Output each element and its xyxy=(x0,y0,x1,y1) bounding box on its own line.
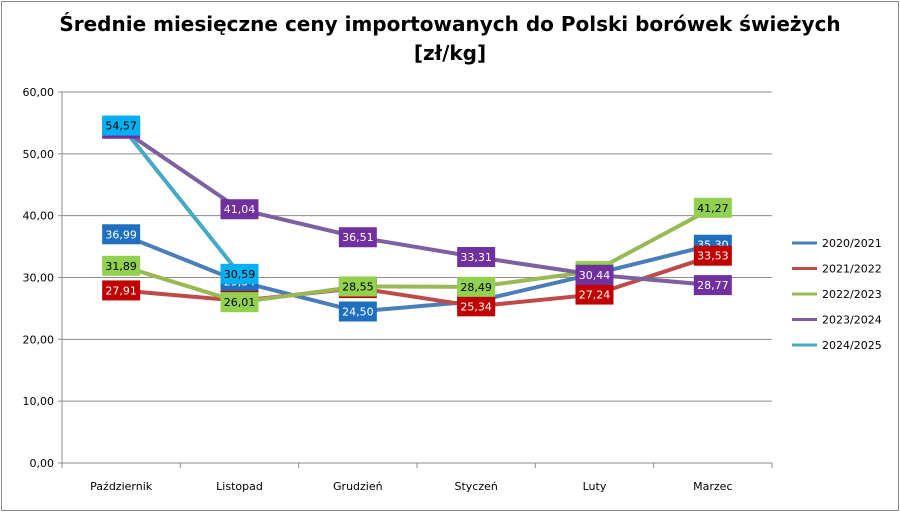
data-label-text: 36,99 xyxy=(105,228,137,241)
data-label-text: 28,49 xyxy=(460,281,492,294)
data-label: 27,91 xyxy=(102,280,141,301)
data-label-text: 41,04 xyxy=(224,203,256,216)
legend-item: 2023/2024 xyxy=(792,314,882,327)
y-tick-label: 30,00 xyxy=(23,272,55,285)
series-line-2020-2021 xyxy=(119,232,715,314)
data-label-text: 36,51 xyxy=(342,231,374,244)
data-label-text: 30,44 xyxy=(579,269,611,282)
legend-item: 2021/2022 xyxy=(792,263,882,276)
data-label: 41,27 xyxy=(693,197,732,218)
y-tick-label: 50,00 xyxy=(23,148,55,161)
y-tick-label: 10,00 xyxy=(23,395,55,408)
x-tick-label: Listopad xyxy=(216,480,263,493)
data-label-text: 26,01 xyxy=(224,296,256,309)
data-label: 26,01 xyxy=(220,292,259,313)
series-lines xyxy=(119,123,715,314)
data-label: 25,34 xyxy=(457,296,496,317)
y-tick-label: 0,00 xyxy=(30,457,55,470)
data-label: 28,55 xyxy=(338,276,377,297)
data-label-box xyxy=(575,264,614,285)
x-tick-label: Styczeń xyxy=(454,480,497,493)
data-label-box xyxy=(102,280,141,301)
series-line-2022-2023 xyxy=(119,205,715,305)
y-tick-label: 60,00 xyxy=(23,86,55,99)
data-label-box xyxy=(693,245,732,266)
x-tick-label: Marzec xyxy=(693,480,732,493)
data-label-box xyxy=(102,224,141,245)
legend: 2020/2021 2021/2022 2022/2023 2023/2024 2024… xyxy=(792,237,882,352)
data-label-box xyxy=(338,227,377,248)
data-label-text: 24,50 xyxy=(342,306,374,319)
legend-label: 2022/2023 xyxy=(822,288,882,301)
data-label-box xyxy=(220,292,259,313)
data-label: 24,50 xyxy=(338,301,377,322)
series-line-2024-2025 xyxy=(119,123,242,276)
data-label-box xyxy=(220,199,259,220)
legend-label: 2021/2022 xyxy=(822,263,882,276)
y-axis-ticks: 0,00 10,00 20,00 30,00 40,00 50,00 60,00 xyxy=(23,86,62,470)
data-label-box xyxy=(693,275,732,296)
data-label-text: 27,91 xyxy=(105,284,137,297)
x-tick-label: Październik xyxy=(90,480,153,493)
data-label: 36,51 xyxy=(338,227,377,248)
data-label-box xyxy=(102,255,141,276)
chart-title-line2: [zł/kg] xyxy=(413,41,487,65)
data-label-text: 27,24 xyxy=(579,289,611,302)
data-label-box xyxy=(575,284,614,305)
data-label: 27,24 xyxy=(575,284,614,305)
legend-item: 2022/2023 xyxy=(792,288,882,301)
data-label-text: 31,89 xyxy=(105,260,137,273)
data-label-text: 33,53 xyxy=(697,250,729,263)
data-label: 33,31 xyxy=(457,247,496,268)
data-label-box xyxy=(457,296,496,317)
legend-label: 2024/2025 xyxy=(822,339,882,352)
y-tick-label: 40,00 xyxy=(23,210,55,223)
x-tick-label: Luty xyxy=(583,480,607,493)
data-label-box xyxy=(338,276,377,297)
x-axis-ticks: Październik Listopad Grudzień Styczeń Luty Ma… xyxy=(61,463,773,493)
data-label-text: 28,77 xyxy=(697,279,729,292)
data-label: 28,49 xyxy=(457,276,496,297)
data-label-text: 28,55 xyxy=(342,280,374,293)
gridlines xyxy=(62,91,772,402)
series-line-2023-2024 xyxy=(119,126,715,288)
data-label-text: 41,27 xyxy=(697,202,729,215)
data-label: 30,59 xyxy=(220,263,259,284)
legend-label: 2020/2021 xyxy=(822,237,882,250)
legend-item: 2024/2025 xyxy=(792,339,882,352)
legend-label: 2023/2024 xyxy=(822,314,882,327)
data-label: 28,77 xyxy=(693,275,732,296)
x-tick-label: Grudzień xyxy=(333,480,383,493)
series-line-2021-2022 xyxy=(119,253,715,309)
data-label: 41,04 xyxy=(220,199,259,220)
data-labels: 36,9929,3424,5026,1630,5935,3027,9126,23… xyxy=(102,115,732,322)
data-label-box xyxy=(338,301,377,322)
data-label-text: 30,59 xyxy=(224,268,256,281)
data-label: 36,99 xyxy=(102,224,141,245)
data-label-text: 33,31 xyxy=(460,251,492,264)
data-label-text: 25,34 xyxy=(460,300,492,313)
data-label-text: 54,57 xyxy=(105,120,137,133)
data-label: 33,53 xyxy=(693,245,732,266)
data-label-box xyxy=(102,115,141,136)
chart-title-line1: Średnie miesięczne ceny importowanych do… xyxy=(59,12,841,36)
data-label-box xyxy=(457,247,496,268)
legend-item: 2020/2021 xyxy=(792,237,882,250)
chart-title: Średnie miesięczne ceny importowanych do… xyxy=(0,10,900,68)
data-label-box xyxy=(693,197,732,218)
data-label: 54,57 xyxy=(102,115,141,136)
y-tick-label: 20,00 xyxy=(23,333,55,346)
data-label-box xyxy=(457,276,496,297)
data-label: 30,44 xyxy=(575,264,614,285)
data-label: 31,89 xyxy=(102,255,141,276)
data-label-box xyxy=(220,263,259,284)
